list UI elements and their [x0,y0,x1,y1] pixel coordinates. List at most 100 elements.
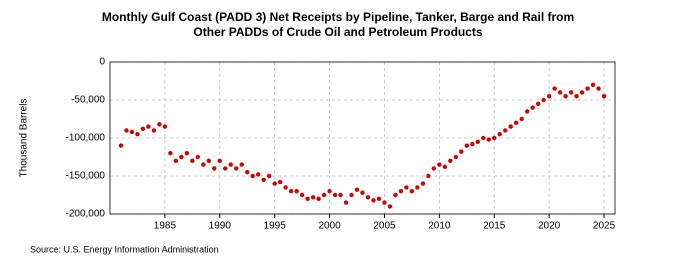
x-tick-label: 2005 [373,221,396,232]
chart-title: Monthly Gulf Coast (PADD 3) Net Receipts… [102,10,574,24]
point [546,94,552,99]
source: Source: U.S. Energy Information Administ… [30,244,219,254]
chart-title: Other PADDs of Crude Oil and Petroleum P… [193,25,482,39]
point [442,164,448,170]
point [234,166,239,171]
point [140,126,146,132]
point [579,90,585,95]
point [475,139,480,144]
point [409,189,415,194]
point [343,200,349,205]
point [376,196,382,201]
point [349,192,354,198]
x-tick-label: 2015 [483,221,506,232]
point [464,143,469,148]
point [535,101,541,107]
point [283,185,288,190]
point [239,162,244,167]
point [398,189,404,194]
point [365,195,371,200]
plot-frame [109,61,616,215]
point [327,189,332,194]
point [360,190,365,195]
point [277,179,283,185]
y-tick-label: -100,000 [66,133,106,144]
point [590,82,596,88]
point [585,86,590,91]
point [420,181,426,186]
point [129,129,135,135]
point [299,192,305,198]
point [426,173,431,179]
y-tick-label: 0 [99,57,105,68]
point [338,192,343,198]
point [601,94,607,99]
point [492,135,497,141]
x-tick-label: 1990 [209,221,232,232]
point [453,154,459,160]
x-tick-label: 2010 [428,221,451,232]
point [168,151,173,156]
point [596,86,601,91]
point [266,173,272,179]
point [305,196,310,201]
point [481,135,486,141]
point [332,192,338,198]
point [568,90,574,95]
x-tick-label: 2025 [593,221,616,232]
point [503,128,508,133]
point [513,120,519,126]
point [261,177,266,182]
point [195,154,201,160]
point [157,122,162,127]
point [310,195,316,200]
x-tick-label: 2000 [318,221,341,232]
point [272,181,277,186]
point [212,166,217,171]
point [288,189,294,194]
point [552,86,557,91]
x-tick-label: 1985 [154,221,177,232]
point [316,196,321,201]
point [294,189,299,194]
point [135,132,140,137]
x-tick-label: 1995 [264,221,287,232]
point [524,109,530,114]
point [530,105,535,110]
point [173,158,179,163]
point [250,173,255,179]
point [162,124,168,129]
point [508,124,513,129]
point [371,198,376,203]
y-tick-label: -200,000 [66,209,106,220]
point [118,143,124,148]
point [574,94,579,99]
point [448,158,453,163]
y-axis-label: Thousand Barrels [19,99,30,178]
point [321,192,327,198]
point [256,172,261,177]
point [541,97,546,103]
point [563,94,568,99]
point [179,154,184,160]
point [497,132,502,137]
point [124,128,129,133]
y-tick-label: -50,000 [71,95,105,106]
point [393,192,398,198]
point [437,162,442,167]
point [245,170,250,175]
point [228,162,233,167]
point [223,166,228,171]
point [557,90,563,95]
point [519,116,524,122]
point [382,200,387,205]
point [190,158,195,163]
point [201,162,206,167]
point [486,137,491,142]
point [470,141,475,147]
point [217,158,222,163]
point [146,124,151,129]
x-tick-label: 2020 [538,221,561,232]
point [151,128,157,133]
